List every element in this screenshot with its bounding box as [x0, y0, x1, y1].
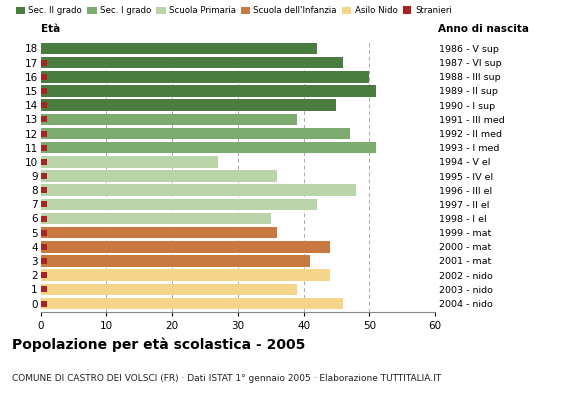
Bar	[41, 142, 376, 154]
Bar	[41, 71, 369, 83]
Bar	[41, 170, 277, 182]
Bar	[41, 198, 317, 210]
Text: Popolazione per età scolastica - 2005: Popolazione per età scolastica - 2005	[12, 338, 305, 352]
Bar	[41, 99, 336, 111]
Bar	[41, 284, 297, 295]
Legend: Sec. II grado, Sec. I grado, Scuola Primaria, Scuola dell'Infanzia, Asilo Nido, : Sec. II grado, Sec. I grado, Scuola Prim…	[16, 6, 452, 15]
Bar	[41, 255, 310, 267]
Bar	[41, 85, 376, 97]
Bar	[41, 156, 218, 168]
Bar	[41, 57, 343, 68]
Bar	[41, 269, 330, 281]
Text: COMUNE DI CASTRO DEI VOLSCI (FR) · Dati ISTAT 1° gennaio 2005 · Elaborazione TUT: COMUNE DI CASTRO DEI VOLSCI (FR) · Dati …	[12, 374, 441, 383]
Bar	[41, 43, 317, 54]
Bar	[41, 128, 350, 139]
Bar	[41, 213, 271, 224]
Bar	[41, 184, 356, 196]
Text: Età: Età	[41, 24, 60, 34]
Bar	[41, 114, 297, 125]
Text: Anno di nascita: Anno di nascita	[438, 24, 529, 34]
Bar	[41, 227, 277, 238]
Bar	[41, 298, 343, 309]
Bar	[41, 241, 330, 253]
